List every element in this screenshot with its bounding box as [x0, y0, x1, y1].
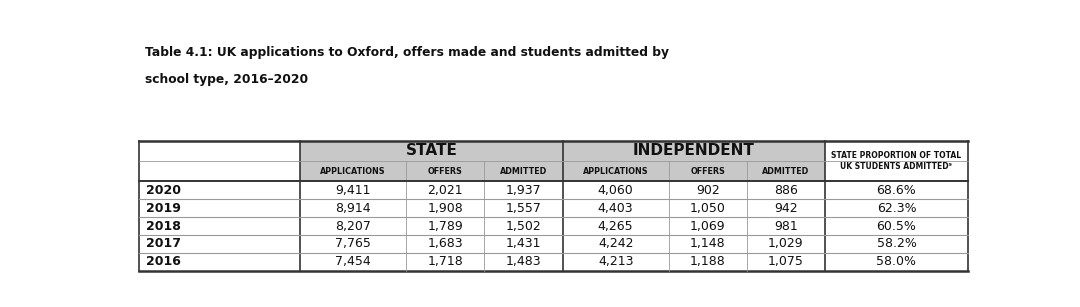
Text: 1,075: 1,075: [768, 255, 804, 268]
Text: 1,029: 1,029: [768, 237, 804, 251]
Text: 1,069: 1,069: [690, 220, 726, 232]
Text: 1,789: 1,789: [428, 220, 463, 232]
Bar: [139, 141, 300, 181]
Text: 1,148: 1,148: [690, 237, 726, 251]
Text: 1,937: 1,937: [505, 184, 541, 196]
Text: 4,265: 4,265: [598, 220, 634, 232]
Bar: [139, 253, 968, 271]
Text: 2018: 2018: [146, 220, 180, 232]
Text: APPLICATIONS: APPLICATIONS: [583, 167, 648, 176]
Text: 2016: 2016: [146, 255, 180, 268]
Text: 9,411: 9,411: [336, 184, 372, 196]
Text: 1,683: 1,683: [428, 237, 463, 251]
Text: STATE: STATE: [406, 143, 458, 158]
Bar: [139, 199, 968, 217]
Text: ADMITTED: ADMITTED: [762, 167, 810, 176]
Text: school type, 2016–2020: school type, 2016–2020: [145, 73, 308, 87]
Text: OFFERS: OFFERS: [428, 167, 462, 176]
Text: 62.3%: 62.3%: [877, 202, 916, 215]
Text: 1,188: 1,188: [690, 255, 726, 268]
Bar: [563, 141, 825, 181]
Text: Table 4.1: UK applications to Oxford, offers made and students admitted by: Table 4.1: UK applications to Oxford, of…: [145, 46, 669, 59]
Text: 1,483: 1,483: [505, 255, 541, 268]
Text: 58.0%: 58.0%: [877, 255, 917, 268]
Text: 886: 886: [774, 184, 798, 196]
Text: 4,213: 4,213: [598, 255, 633, 268]
Text: OFFERS: OFFERS: [690, 167, 725, 176]
Text: 1,718: 1,718: [428, 255, 463, 268]
Text: 7,765: 7,765: [335, 237, 372, 251]
Text: 58.2%: 58.2%: [877, 237, 917, 251]
Text: 4,242: 4,242: [598, 237, 633, 251]
Text: 981: 981: [774, 220, 798, 232]
Text: 68.6%: 68.6%: [877, 184, 916, 196]
Text: 1,908: 1,908: [428, 202, 463, 215]
Text: 1,557: 1,557: [505, 202, 541, 215]
Text: 4,060: 4,060: [597, 184, 634, 196]
Text: ADMITTED: ADMITTED: [500, 167, 548, 176]
Text: 2017: 2017: [146, 237, 180, 251]
Text: 1,502: 1,502: [505, 220, 541, 232]
Text: 1,050: 1,050: [690, 202, 726, 215]
Text: STATE PROPORTION OF TOTAL
UK STUDENTS ADMITTED⁹: STATE PROPORTION OF TOTAL UK STUDENTS AD…: [832, 151, 961, 171]
Text: 8,207: 8,207: [335, 220, 372, 232]
Text: 942: 942: [774, 202, 798, 215]
Text: 60.5%: 60.5%: [877, 220, 917, 232]
Bar: [139, 235, 968, 253]
Text: 1,431: 1,431: [505, 237, 541, 251]
Bar: [300, 141, 563, 181]
Bar: [825, 141, 968, 181]
Text: APPLICATIONS: APPLICATIONS: [321, 167, 386, 176]
Text: 4,403: 4,403: [598, 202, 634, 215]
Text: 2,021: 2,021: [428, 184, 463, 196]
Bar: [139, 217, 968, 235]
Text: 902: 902: [696, 184, 719, 196]
Text: 8,914: 8,914: [336, 202, 372, 215]
Text: 2020: 2020: [146, 184, 180, 196]
Text: 7,454: 7,454: [336, 255, 372, 268]
Text: 2019: 2019: [146, 202, 180, 215]
Bar: [139, 181, 968, 199]
Text: INDEPENDENT: INDEPENDENT: [633, 143, 755, 158]
